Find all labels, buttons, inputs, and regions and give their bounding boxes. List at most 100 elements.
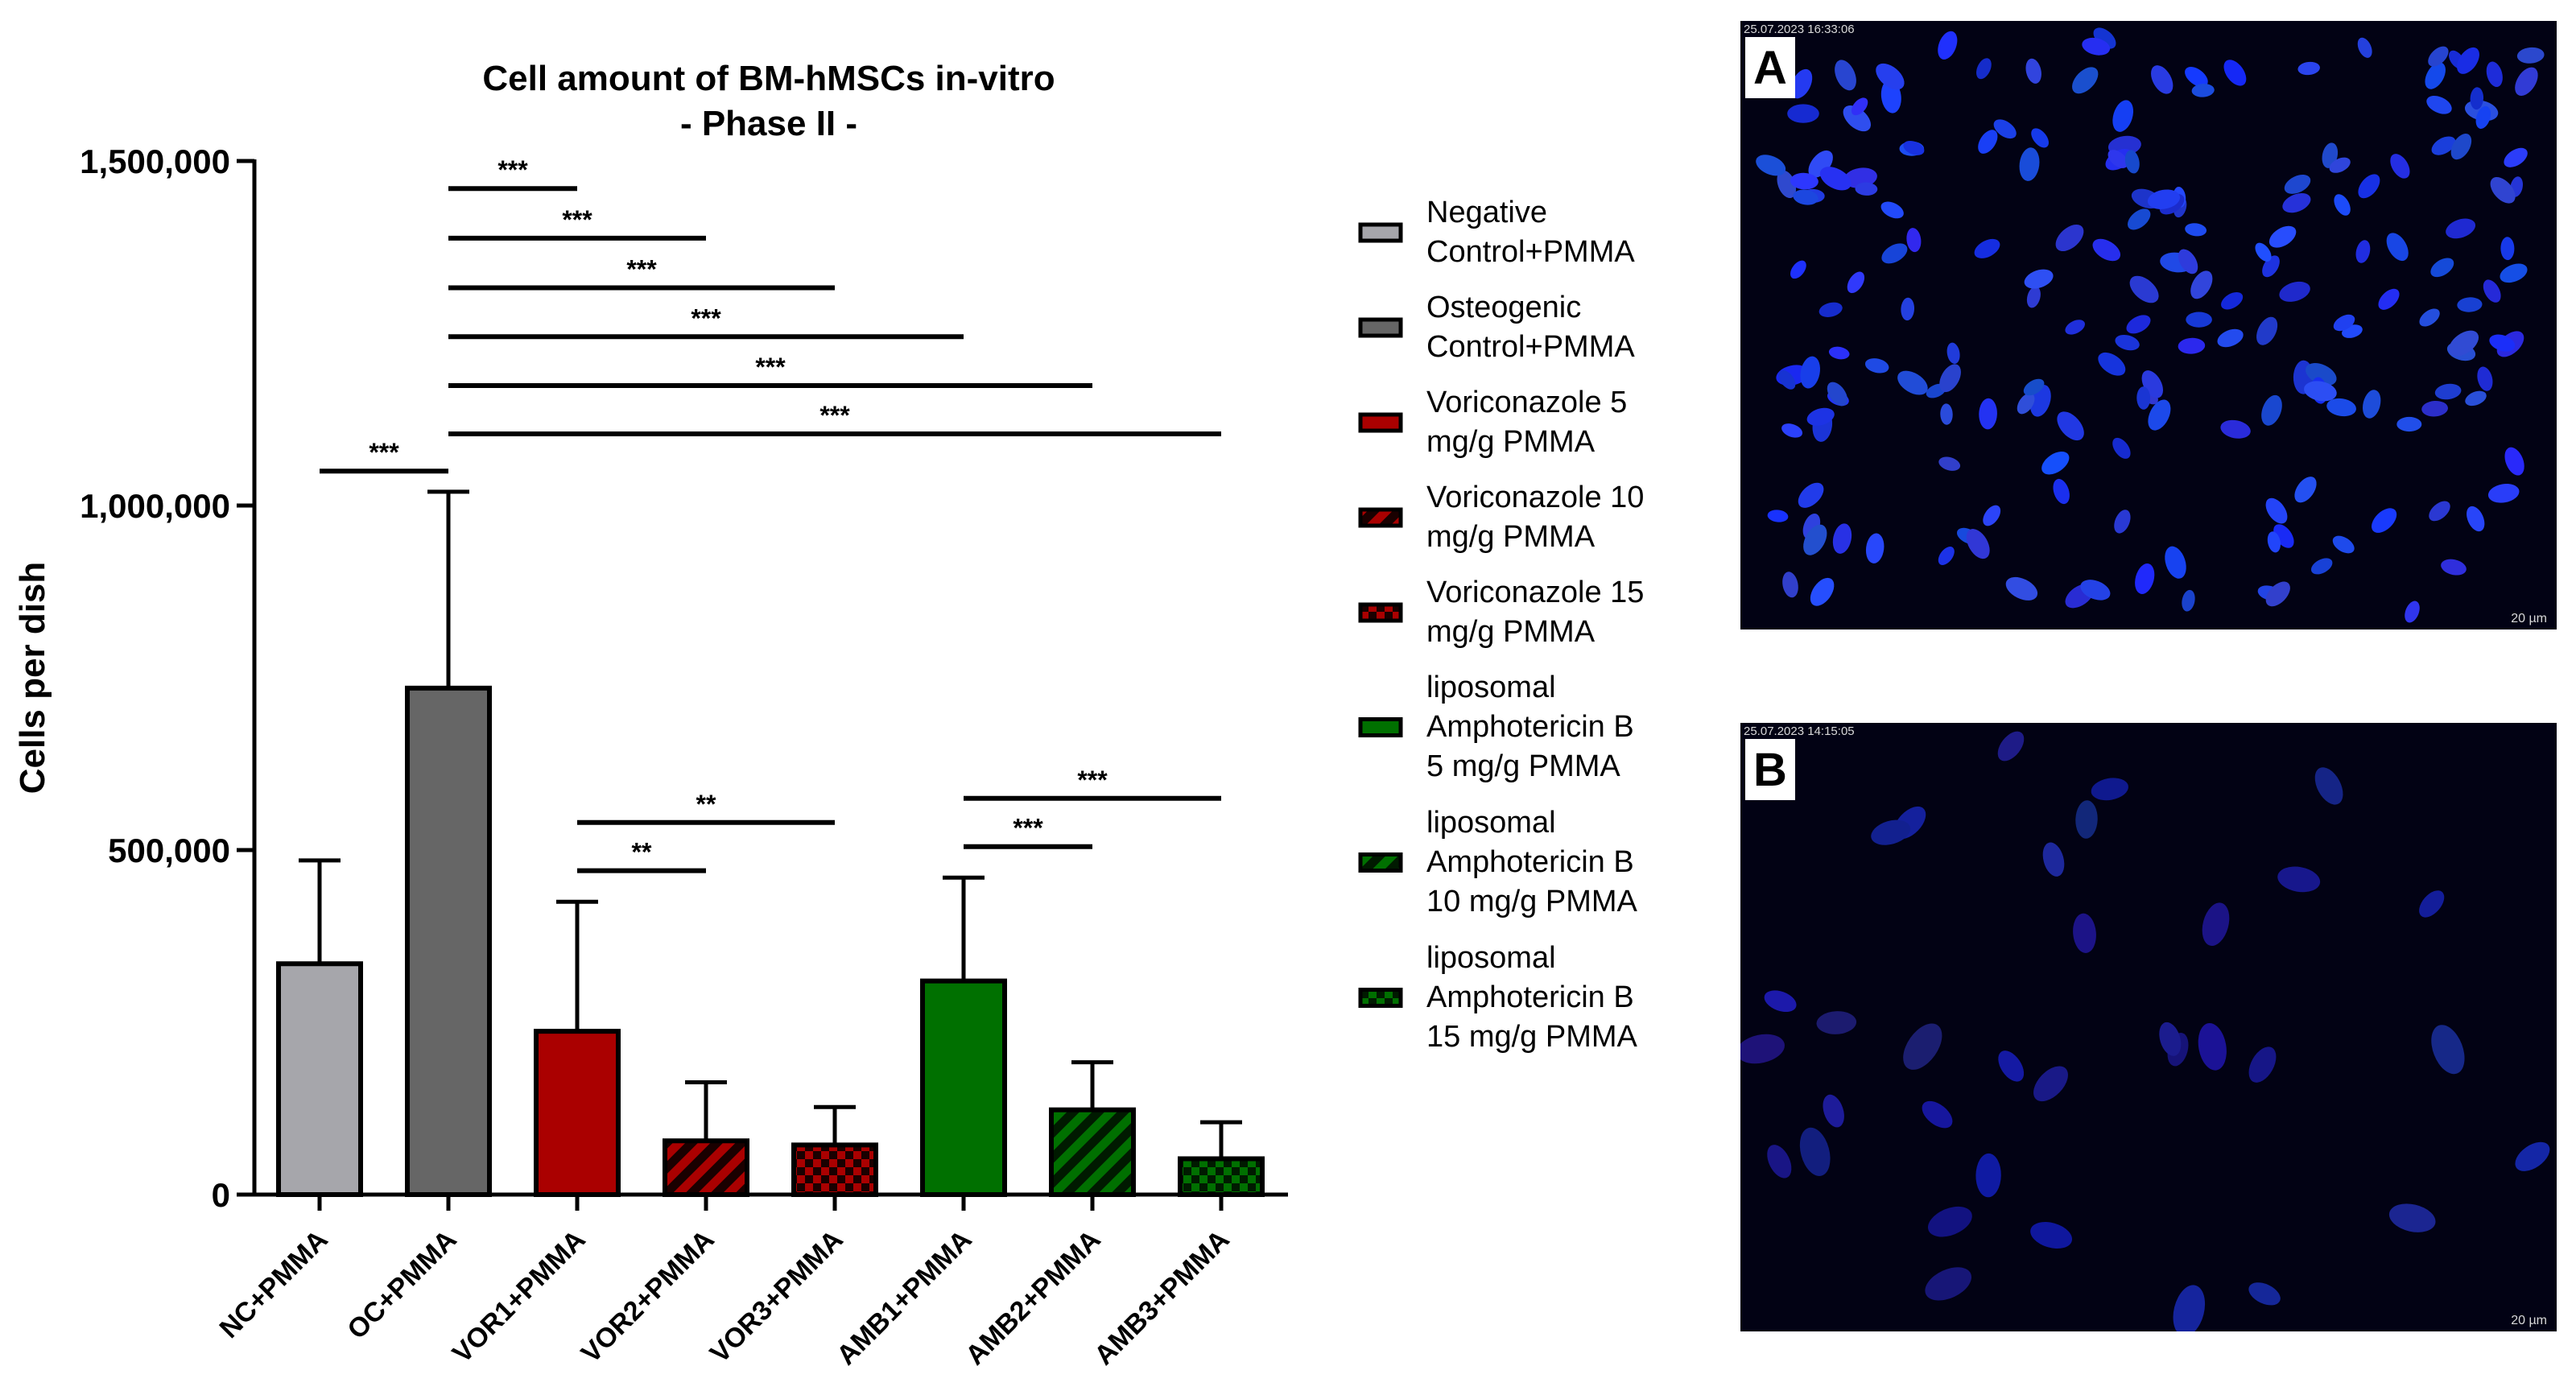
x-tick-label: VOR3+PMMA <box>704 1224 849 1369</box>
cell-nucleus <box>2005 576 2038 601</box>
cell-nucleus <box>1790 260 1806 279</box>
cell-nucleus <box>1828 346 1850 360</box>
bars-group <box>276 489 1265 1198</box>
cell-nucleus <box>1835 60 1856 91</box>
legend-swatch <box>1358 507 1403 528</box>
bar <box>1049 1107 1136 1198</box>
bar <box>405 685 492 1197</box>
cell-nucleus <box>2504 447 2524 476</box>
cell-nucleus <box>2019 147 2040 181</box>
significance-label: *** <box>755 353 786 382</box>
cell-nucleus <box>2431 1025 2465 1075</box>
cell-nucleus <box>2429 501 2450 522</box>
cell-nucleus <box>2178 249 2198 274</box>
cell-nucleus <box>2182 589 2195 612</box>
legend-label: Voriconazole 15 <box>1426 576 1644 609</box>
cell-nucleus <box>2128 208 2151 230</box>
cell-nucleus <box>2294 477 2317 503</box>
cell-nucleus <box>2516 47 2545 64</box>
cell-nucleus <box>2306 363 2337 386</box>
cell-nucleus <box>1787 104 1819 123</box>
cell-nucleus <box>1793 189 1818 205</box>
chart-title: Cell amount of BM-hMSCs in-vitro <box>482 59 1055 98</box>
cell-nucleus <box>2017 393 2035 415</box>
cell-nucleus <box>1903 1023 1942 1070</box>
cell-nucleus <box>2486 61 2503 88</box>
cell-nucleus <box>2026 286 2041 308</box>
cell-nucleus <box>1803 524 1827 555</box>
cell-nucleus <box>1810 577 1835 606</box>
cell-nucleus <box>2297 61 2320 76</box>
cell-nucleus <box>2265 497 2288 524</box>
x-tick-label: AMB1+PMMA <box>831 1224 977 1371</box>
cell-nucleus <box>1767 1145 1792 1178</box>
cell-nucleus <box>1778 369 1796 390</box>
significance-label: *** <box>369 438 399 467</box>
legend-label: Control+PMMA <box>1426 235 1635 269</box>
cell-nucleus <box>2457 297 2483 312</box>
cell-nucleus <box>1938 547 1955 565</box>
cell-nucleus <box>2500 237 2515 261</box>
cell-nucleus <box>2425 62 2446 89</box>
cell-nucleus <box>1938 31 1958 60</box>
bar <box>534 1029 621 1198</box>
x-tick-label: VOR1+PMMA <box>447 1224 592 1369</box>
legend-swatch <box>1358 602 1403 623</box>
cell-nucleus <box>1901 297 1915 321</box>
cell-nucleus <box>2107 150 2128 168</box>
cell-nucleus <box>2314 767 2343 805</box>
cell-nucleus <box>2477 366 2493 391</box>
cell-nucleus <box>1806 407 1835 426</box>
cell-nucleus <box>2217 328 2244 348</box>
cell-nucleus <box>2428 46 2449 67</box>
cell-nucleus <box>2165 546 2186 579</box>
significance-label: ** <box>696 790 716 819</box>
cell-nucleus <box>2173 1285 2206 1331</box>
cell-nucleus <box>2091 778 2128 801</box>
cell-nucleus <box>1938 456 1961 471</box>
cell-nucleus <box>2033 1066 2068 1102</box>
legend: Negative Control+PMMA Osteogenic Control+PM… <box>1358 196 1644 1054</box>
cell-nucleus <box>2185 67 2208 87</box>
cell-nucleus <box>2504 147 2528 167</box>
cell-nucleus <box>1855 182 1878 196</box>
cell-nucleus <box>2053 478 2070 505</box>
cell-nucleus <box>1790 68 1813 99</box>
significance-label: *** <box>1077 766 1108 795</box>
legend-label: Amphotericin B <box>1426 980 1634 1014</box>
cell-nucleus <box>1798 482 1824 508</box>
cell-nucleus <box>2055 224 2084 252</box>
cell-nucleus <box>2489 334 2516 352</box>
cell-nucleus <box>2357 37 2372 58</box>
panel-b-timestamp: 25.07.2023 14:15:05 <box>1744 724 1855 738</box>
y-axis: 0 500,000 1,000,000 1,500,000 <box>80 142 257 1214</box>
cell-nucleus <box>2304 381 2337 402</box>
cell-nucleus <box>1740 1034 1785 1064</box>
legend-label: Negative <box>1426 196 1547 229</box>
cell-nucleus <box>2031 128 2049 148</box>
cell-nucleus <box>2223 60 2247 86</box>
cell-nucleus <box>1777 170 1797 199</box>
legend-swatch <box>1358 717 1403 737</box>
y-tick-label: 0 <box>212 1176 230 1214</box>
cell-nucleus <box>2388 1203 2436 1232</box>
cell-nucleus <box>2419 890 2445 918</box>
cell-nucleus <box>2178 337 2206 354</box>
cell-nucleus <box>1966 529 1990 559</box>
y-tick-label: 1,000,000 <box>80 487 230 525</box>
cell-nucleus <box>2372 508 2397 533</box>
cell-nucleus <box>2490 176 2516 204</box>
legend-label: liposomal <box>1426 806 1556 840</box>
y-tick-label: 1,500,000 <box>80 142 230 180</box>
cell-nucleus <box>1864 358 1889 374</box>
panel-a-label: A <box>1745 37 1795 98</box>
panel-a-scale-bar: 20 µm <box>2511 612 2547 625</box>
cell-nucleus <box>2148 399 2171 431</box>
cell-nucleus <box>1974 238 2000 258</box>
cell-nucleus <box>2114 510 2131 534</box>
cell-nucleus <box>2151 65 2174 94</box>
cell-nucleus <box>2426 95 2452 114</box>
cell-nucleus <box>2124 150 2140 174</box>
cell-nucleus <box>1799 1127 1831 1177</box>
cell-nucleus <box>2268 225 2297 248</box>
